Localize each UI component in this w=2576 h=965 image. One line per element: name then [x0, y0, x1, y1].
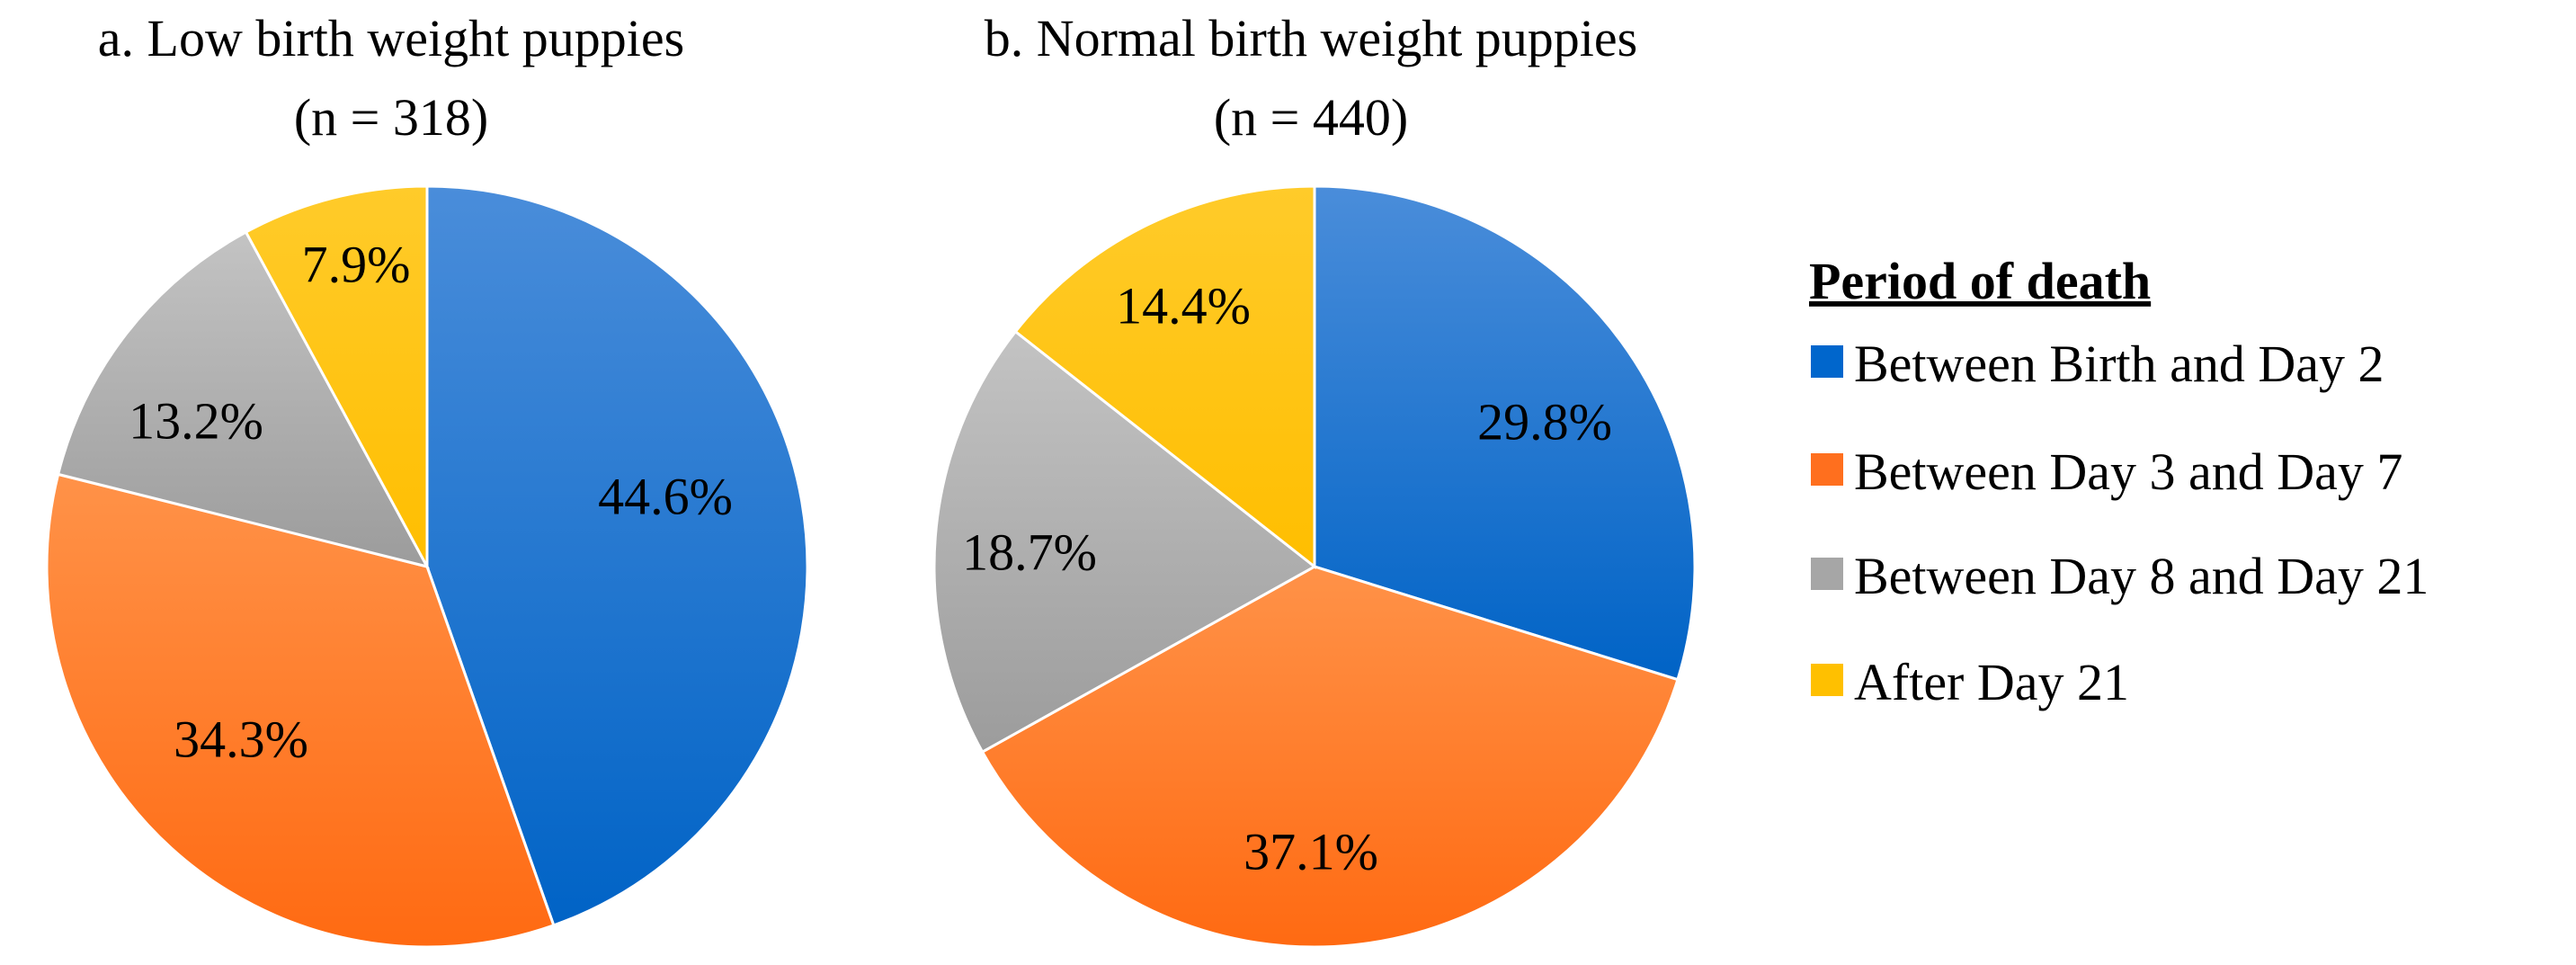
legend-swatch-2 — [1811, 453, 1843, 486]
legend-swatch-3 — [1811, 558, 1843, 590]
pie-a-labels: 44.6% 34.3% 13.2% 7.9% — [129, 235, 733, 768]
pie-b-slice-label-3: 18.7% — [962, 523, 1097, 581]
pie-a-slice-label-3: 13.2% — [129, 391, 263, 450]
pie-a-slice-label-1: 44.6% — [598, 467, 733, 525]
legend-swatch-4 — [1811, 664, 1843, 696]
pie-b-subtitle: (n = 440) — [1214, 88, 1408, 147]
pie-b-title: b. Normal birth weight puppies — [985, 9, 1638, 67]
legend-label-4: After Day 21 — [1854, 653, 2129, 711]
legend-swatch-1 — [1811, 345, 1843, 378]
pie-a-subtitle: (n = 318) — [294, 88, 488, 147]
pie-b-slice-1 — [1313, 184, 1697, 682]
legend-label-2: Between Day 3 and Day 7 — [1854, 442, 2402, 501]
pie-a-slices — [45, 184, 809, 949]
pie-b-slice-label-1: 29.8% — [1477, 392, 1612, 451]
legend-title: Period of death — [1809, 252, 2151, 310]
legend-label-3: Between Day 8 and Day 21 — [1854, 547, 2429, 605]
pie-b-labels: 29.8% 37.1% 18.7% 14.4% — [962, 276, 1612, 880]
legend: Period of death Between Birth and Day 2B… — [1809, 252, 2429, 711]
pie-b-slice-label-2: 37.1% — [1243, 822, 1378, 880]
pie-b-slice-label-4: 14.4% — [1116, 276, 1251, 335]
pie-a-slice-3 — [56, 230, 430, 569]
pie-a-slice-2 — [45, 472, 556, 949]
pie-b: b. Normal birth weight puppies (n = 440)… — [932, 9, 1697, 949]
pie-b-slices — [932, 184, 1697, 949]
pie-a-slice-label-2: 34.3% — [174, 710, 308, 768]
pie-b-slice-3 — [932, 329, 1317, 755]
pie-a-slice-label-4: 7.9% — [302, 235, 411, 293]
pie-a-title: a. Low birth weight puppies — [98, 9, 684, 67]
pie-b-slice-4 — [1013, 184, 1316, 570]
pie-a: a. Low birth weight puppies (n = 318) 44… — [45, 9, 809, 949]
legend-items: Between Birth and Day 2 Between Day 3 and… — [1811, 335, 2429, 711]
pie-a-slice-1 — [425, 184, 809, 927]
legend-label-1: Between Birth and Day 2 — [1854, 335, 2384, 393]
pie-a-slice-4 — [244, 184, 429, 567]
pie-b-slice-2 — [980, 565, 1680, 949]
